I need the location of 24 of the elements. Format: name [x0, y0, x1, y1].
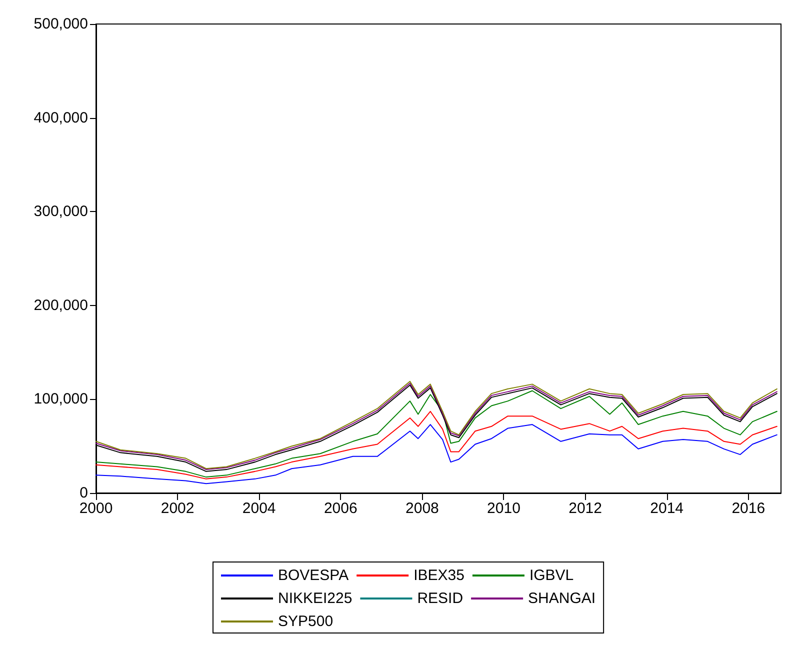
x-tick-label: 2016: [732, 500, 766, 517]
x-tick-label: 2000: [79, 500, 113, 517]
y-tick-label: 0: [80, 484, 88, 502]
x-tick-label: 2008: [406, 500, 439, 517]
legend-label: IGBVL: [529, 567, 574, 584]
y-tick-label: 400,000: [34, 109, 88, 126]
legend-label: RESID: [417, 590, 464, 607]
x-tick-label: 2006: [324, 500, 358, 517]
y-tick-label: 300,000: [34, 203, 88, 220]
x-tick-label: 2010: [487, 500, 520, 517]
y-tick-label: 500,000: [34, 16, 88, 32]
line-series: [96, 410, 778, 480]
x-tick-label: 2004: [242, 500, 276, 517]
legend-label: NIKKEI225: [278, 590, 352, 607]
legend-label: IBEX35: [414, 567, 464, 584]
x-tick-label: 2012: [568, 500, 602, 517]
y-tick-label: 100,000: [34, 390, 88, 408]
x-tick-label: 2014: [650, 500, 684, 517]
line-series: [96, 424, 778, 484]
legend-label: SHANGAI: [528, 590, 596, 607]
legend-label: SYP500: [278, 613, 334, 630]
x-tick-label: 2002: [160, 500, 194, 517]
y-tick-label: 200,000: [34, 296, 88, 314]
legend-label: BOVESPA: [278, 567, 349, 584]
